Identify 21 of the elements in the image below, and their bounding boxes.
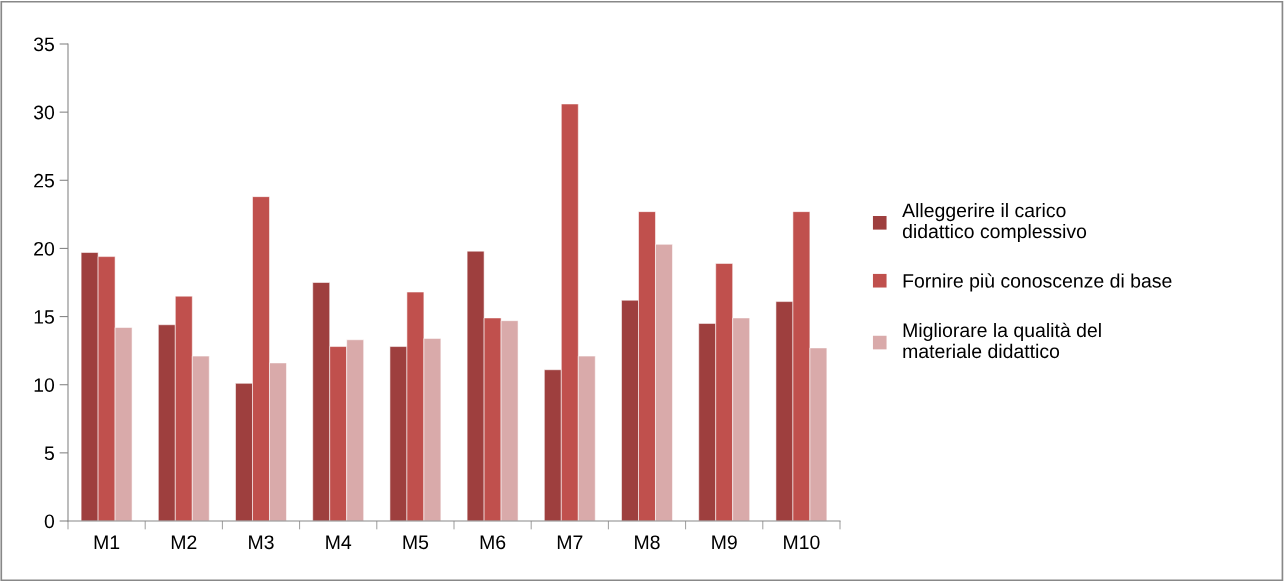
x-tick-label: M6 — [480, 535, 506, 550]
x-tick-label: M10 — [784, 535, 820, 550]
x-tick-label: M7 — [557, 535, 583, 549]
x-tick-label: M4 — [326, 535, 352, 549]
x-tick-label: M5 — [403, 535, 429, 550]
x-tick-label: M1 — [94, 535, 120, 549]
y-tick-label: 0 — [44, 514, 55, 529]
legend-label: Migliorare la qualità del materiale didattico — [903, 322, 1101, 359]
y-tick-label: 20 — [34, 241, 55, 256]
legend-label: Fornire più conoscenze di base — [903, 273, 1172, 292]
y-tick-label: 10 — [34, 378, 55, 392]
y-tick-label: 15 — [34, 310, 54, 324]
legend-label: Alleggerire il carico didattico complessivo — [902, 203, 1087, 243]
x-tick-label: M9 — [712, 535, 737, 550]
y-tick-label: 35 — [33, 37, 54, 52]
y-tick-label: 5 — [44, 446, 54, 461]
x-tick-label: M8 — [635, 535, 660, 550]
x-tick-label: M3 — [249, 535, 274, 550]
y-tick-label: 25 — [34, 173, 54, 188]
x-tick-label: M2 — [171, 535, 197, 549]
y-tick-label: 30 — [33, 105, 55, 120]
